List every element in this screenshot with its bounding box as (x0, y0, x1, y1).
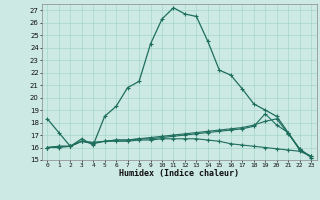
X-axis label: Humidex (Indice chaleur): Humidex (Indice chaleur) (119, 169, 239, 178)
